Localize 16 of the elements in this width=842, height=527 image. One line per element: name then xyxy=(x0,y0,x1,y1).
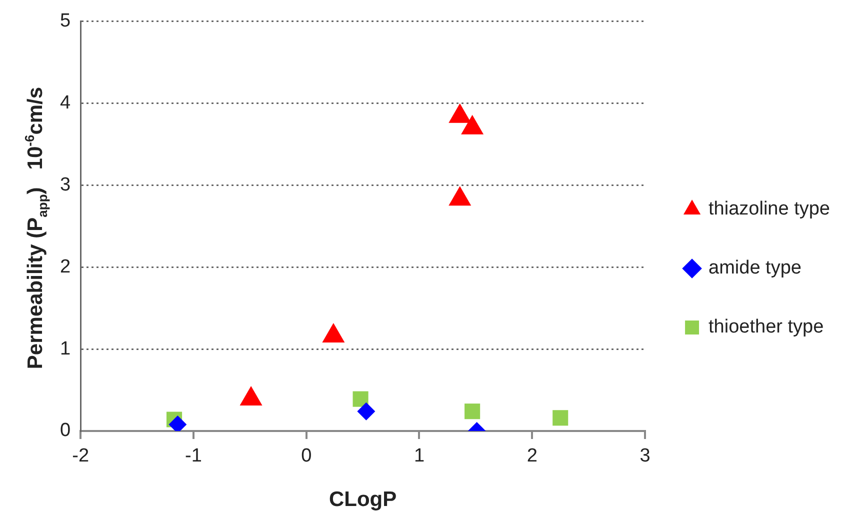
x-tick-label: -2 xyxy=(72,446,90,467)
y-tick-label: 2 xyxy=(60,256,71,278)
x-tick-label: -1 xyxy=(185,446,202,467)
y-tick-label: 3 xyxy=(60,174,71,196)
legend-label: amide type xyxy=(708,258,802,279)
x-axis-title: CLogP xyxy=(328,488,397,512)
x-tick-label: 0 xyxy=(301,446,312,467)
x-tick-label: 3 xyxy=(640,446,650,467)
y-tick-label: 5 xyxy=(60,10,71,32)
y-tick-label: 4 xyxy=(60,92,71,114)
x-tick-label: 1 xyxy=(414,446,425,467)
y-tick-label: 1 xyxy=(60,338,71,360)
x-tick-label: 2 xyxy=(526,446,538,467)
legend-label: thiazoline type xyxy=(708,198,830,220)
legend-label: thioether type xyxy=(708,316,824,338)
y-tick-label: 0 xyxy=(60,420,71,442)
